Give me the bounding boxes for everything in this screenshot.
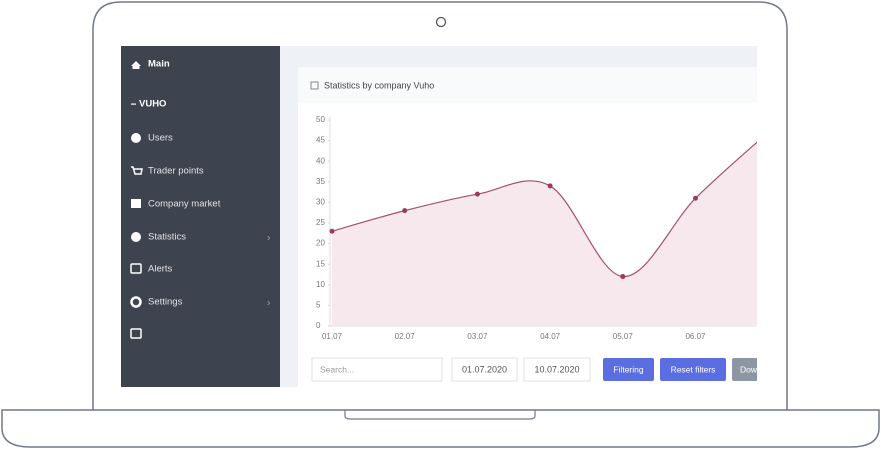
sidebar-item[interactable]: VUHO [139,99,166,110]
y-tick-label: 15 [316,259,325,268]
x-tick-label: 06.07 [685,332,706,341]
y-tick-label: 25 [316,218,325,227]
icon-alert [130,263,142,274]
search-input[interactable] [311,357,443,382]
sidebar-item[interactable]: Main [148,59,170,70]
button-label: Reset filters [671,364,716,374]
reset-button[interactable] [660,358,726,381]
screen: Statistics by company Vuho › › Search...… [121,46,782,387]
sidebar-item[interactable]: Company market [148,199,221,210]
date-from-input[interactable] [451,357,518,382]
download-button[interactable] [732,358,782,381]
camera [435,16,447,28]
icon-cart [131,166,143,175]
y-tick-label: 0 [316,321,321,330]
search-placeholder: Search... [320,364,354,374]
y-tick-label: 45 [316,136,325,145]
icon-home [131,61,141,69]
sidebar [121,46,280,387]
x-tick-label: 03.07 [467,332,488,341]
point [620,274,626,280]
x-tick-label: 05.07 [613,332,634,341]
point [329,228,335,234]
y-tick-label: 35 [316,177,325,186]
icon-message [130,328,142,339]
icon-grid [131,199,141,208]
panel-header [298,67,757,103]
y-tick-label: 20 [316,239,325,248]
y-tick-label: 40 [316,156,325,165]
point [547,183,553,189]
date-from: 01.07.2020 [462,364,507,374]
chevron: › [267,233,270,244]
panel-icon [310,81,319,90]
laptop-notch [344,410,536,420]
y-tick-label: 10 [316,280,325,289]
y-tick-label: 30 [316,198,325,207]
y-tick-label: 50 [316,115,325,124]
button-label: Dow [740,364,758,374]
panel-title: Statistics by company Vuho [324,80,434,90]
point [474,191,480,197]
icon-settings [130,296,142,308]
x-tick-label: 01.07 [322,332,343,341]
point [402,208,408,214]
y-tick-label: 5 [316,301,321,310]
laptop-base [1,409,880,448]
icon-info [131,232,141,242]
button-label: Filtering [613,364,644,374]
sidebar-item[interactable]: Trader points [148,166,204,177]
sidebar-item[interactable]: Statistics [148,232,186,243]
sidebar-item[interactable]: Users [148,133,173,144]
chevron: › [267,298,270,309]
x-tick-label: 02.07 [395,332,416,341]
area [332,142,757,326]
point [693,195,698,201]
x-tick-label: 04.07 [540,332,561,341]
date-to: 10.07.2020 [534,364,579,374]
date-to-input[interactable] [523,357,591,382]
sidebar-item[interactable]: Alerts [148,264,173,275]
icon-dash [131,103,136,105]
sidebar-item[interactable]: Settings [148,297,183,308]
icon-user [131,133,141,143]
filtering-button[interactable] [603,358,654,381]
